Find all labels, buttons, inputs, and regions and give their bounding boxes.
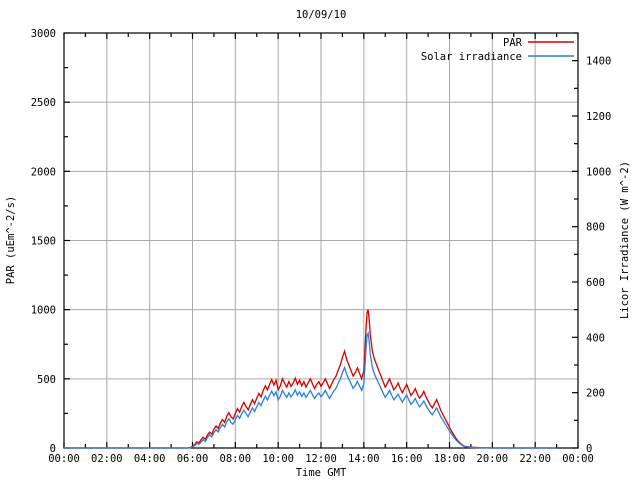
x-tick-label: 00:00 xyxy=(48,453,80,465)
x-tick-label: 22:00 xyxy=(519,453,551,465)
y2-tick-label: 0 xyxy=(586,443,592,455)
legend: PAR Solar irradiance xyxy=(421,37,574,63)
y-tick-label: 2000 xyxy=(31,166,56,178)
y-tick-label: 1000 xyxy=(31,305,56,317)
x-tick-label: 18:00 xyxy=(434,453,466,465)
y2-tick-label: 600 xyxy=(586,277,605,289)
y-tick-label: 500 xyxy=(37,374,56,386)
y2-tick-label: 200 xyxy=(586,388,605,400)
y2-axis-title: Licor Irradiance (W m^-2) xyxy=(619,161,631,319)
y2-tick-label: 1200 xyxy=(586,111,611,123)
series-line-par xyxy=(64,309,557,449)
y-tick-labels: 0 500 1000 1500 2000 2500 3000 xyxy=(31,28,56,455)
y-tick-label: 3000 xyxy=(31,28,56,40)
x-tick-label: 14:00 xyxy=(348,453,380,465)
chart-title: 10/09/10 xyxy=(296,9,347,21)
x-tick-label: 12:00 xyxy=(305,453,337,465)
y2-tick-label: 1400 xyxy=(586,56,611,68)
y-tick-label: 1500 xyxy=(31,236,56,248)
y2-tick-label: 400 xyxy=(586,332,605,344)
legend-label-par: PAR xyxy=(503,37,523,49)
x-tick-label: 08:00 xyxy=(220,453,252,465)
y-tick-label: 2500 xyxy=(31,97,56,109)
x-tick-label: 06:00 xyxy=(177,453,209,465)
x-tick-label: 10:00 xyxy=(262,453,294,465)
axis-ticks xyxy=(63,32,579,449)
grid-lines xyxy=(64,33,578,448)
x-tick-label: 02:00 xyxy=(91,453,123,465)
y2-tick-label: 1000 xyxy=(586,166,611,178)
data-series xyxy=(64,309,557,449)
x-tick-label: 16:00 xyxy=(391,453,423,465)
x-axis-title: Time GMT xyxy=(296,467,347,479)
x-tick-labels: 00:00 02:00 04:00 06:00 08:00 10:00 12:00 14:00… xyxy=(48,453,594,465)
y-axis-title: PAR (uEm^-2/s) xyxy=(5,196,17,285)
x-tick-label: 00:00 xyxy=(562,453,594,465)
y-tick-label: 0 xyxy=(50,443,56,455)
x-tick-label: 20:00 xyxy=(477,453,509,465)
legend-label-solar-irradiance: Solar irradiance xyxy=(421,51,522,63)
x-tick-label: 04:00 xyxy=(134,453,166,465)
y2-tick-label: 800 xyxy=(586,222,605,234)
series-line-solar xyxy=(64,330,557,449)
y2-tick-labels: 0 200 400 600 800 1000 1200 1400 xyxy=(586,56,611,455)
